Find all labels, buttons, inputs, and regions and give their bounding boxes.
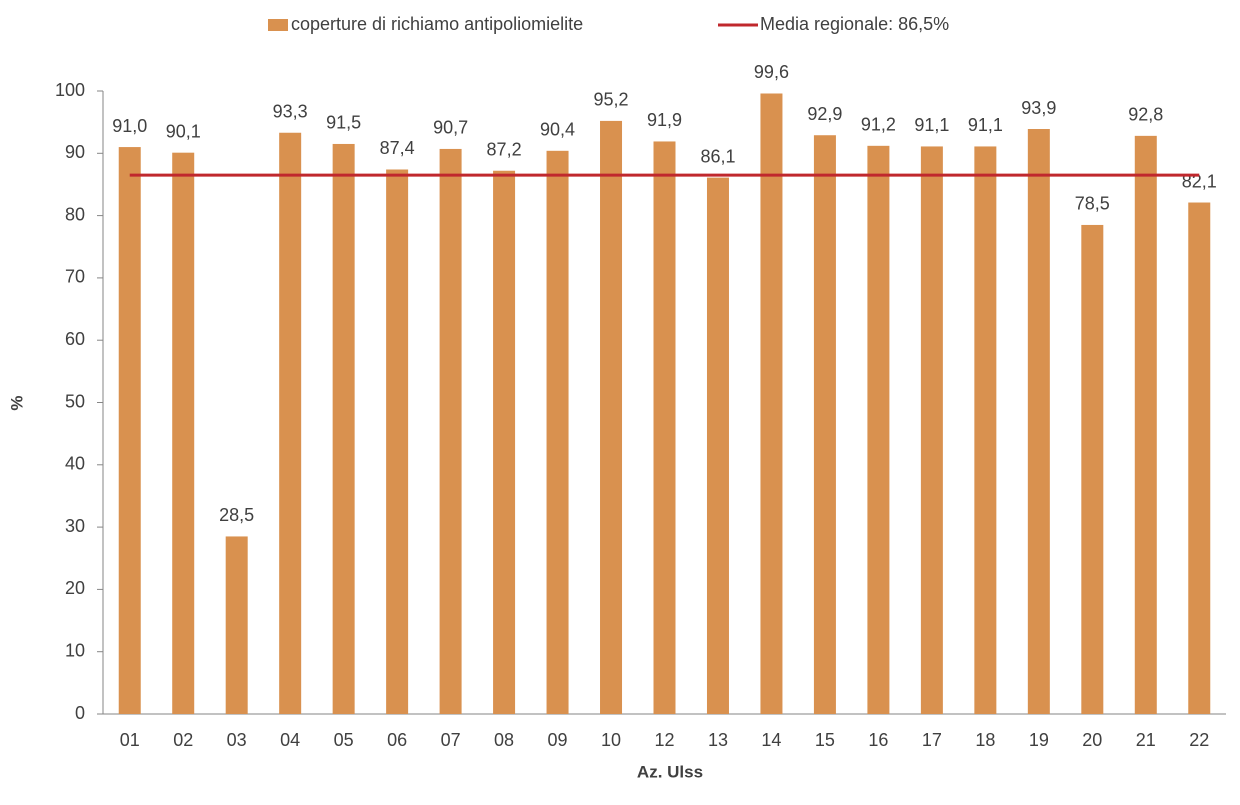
bar xyxy=(653,141,676,714)
bar xyxy=(600,120,623,715)
bar xyxy=(1027,129,1050,715)
bar xyxy=(1134,135,1157,714)
data-label: 91,0 xyxy=(112,116,147,136)
data-label: 93,3 xyxy=(273,101,308,121)
data-label: 95,2 xyxy=(594,90,629,110)
bar xyxy=(118,147,141,714)
x-tick-label: 02 xyxy=(173,730,193,750)
bar xyxy=(332,143,355,714)
data-label: 78,5 xyxy=(1075,194,1110,214)
y-tick-label: 20 xyxy=(65,578,85,598)
x-tick-label: 07 xyxy=(441,730,461,750)
data-label: 91,9 xyxy=(647,110,682,130)
y-tick-label: 90 xyxy=(65,142,85,162)
data-label: 87,4 xyxy=(380,138,415,158)
bar xyxy=(760,93,783,714)
data-label: 28,5 xyxy=(219,505,254,525)
bar xyxy=(225,536,248,714)
bar xyxy=(439,148,462,715)
legend-label: Media regionale: 86,5% xyxy=(760,14,949,34)
x-tick-label: 21 xyxy=(1136,730,1156,750)
x-tick-label: 20 xyxy=(1082,730,1102,750)
bar xyxy=(867,145,890,715)
x-tick-label: 08 xyxy=(494,730,514,750)
x-tick-label: 12 xyxy=(654,730,674,750)
y-tick-label: 40 xyxy=(65,454,85,474)
y-tick-label: 70 xyxy=(65,267,85,287)
bar xyxy=(493,170,516,714)
data-label: 87,2 xyxy=(487,139,522,159)
x-tick-label: 17 xyxy=(922,730,942,750)
bar xyxy=(974,146,997,714)
y-tick-label: 10 xyxy=(65,640,85,660)
data-label: 91,2 xyxy=(861,115,896,135)
x-tick-label: 04 xyxy=(280,730,300,750)
y-tick-label: 30 xyxy=(65,516,85,536)
x-tick-label: 13 xyxy=(708,730,728,750)
data-label: 93,9 xyxy=(1021,98,1056,118)
legend-label: coperture di richiamo antipoliomielite xyxy=(291,14,583,34)
data-label: 90,4 xyxy=(540,120,575,140)
bar xyxy=(706,177,729,715)
x-tick-label: 01 xyxy=(120,730,140,750)
bar xyxy=(813,135,836,714)
bar xyxy=(1081,224,1104,714)
y-tick-label: 60 xyxy=(65,329,85,349)
y-tick-label: 100 xyxy=(55,80,85,100)
y-axis-title: % xyxy=(7,395,26,410)
x-tick-label: 16 xyxy=(868,730,888,750)
data-label: 86,1 xyxy=(700,146,735,166)
x-tick-label: 09 xyxy=(548,730,568,750)
x-tick-label: 19 xyxy=(1029,730,1049,750)
x-tick-label: 10 xyxy=(601,730,621,750)
y-tick-label: 50 xyxy=(65,391,85,411)
bar xyxy=(386,169,409,715)
x-tick-label: 22 xyxy=(1189,730,1209,750)
data-label: 92,9 xyxy=(807,104,842,124)
y-tick-label: 80 xyxy=(65,204,85,224)
y-tick-label: 0 xyxy=(75,703,85,723)
x-tick-label: 15 xyxy=(815,730,835,750)
data-label: 99,6 xyxy=(754,62,789,82)
data-label: 90,1 xyxy=(166,121,201,141)
x-axis-title: Az. Ulss xyxy=(637,762,703,781)
bar xyxy=(1188,202,1211,714)
x-tick-label: 18 xyxy=(975,730,995,750)
bar xyxy=(172,152,195,714)
x-tick-label: 06 xyxy=(387,730,407,750)
x-tick-label: 14 xyxy=(761,730,781,750)
data-label: 90,7 xyxy=(433,118,468,138)
data-label: 91,5 xyxy=(326,113,361,133)
bar xyxy=(920,146,943,714)
data-label: 91,1 xyxy=(968,115,1003,135)
legend-swatch xyxy=(268,19,288,31)
bar xyxy=(279,132,302,715)
bar xyxy=(546,150,569,715)
x-tick-label: 03 xyxy=(227,730,247,750)
data-label: 91,1 xyxy=(914,115,949,135)
data-label: 92,8 xyxy=(1128,105,1163,125)
x-tick-label: 05 xyxy=(334,730,354,750)
